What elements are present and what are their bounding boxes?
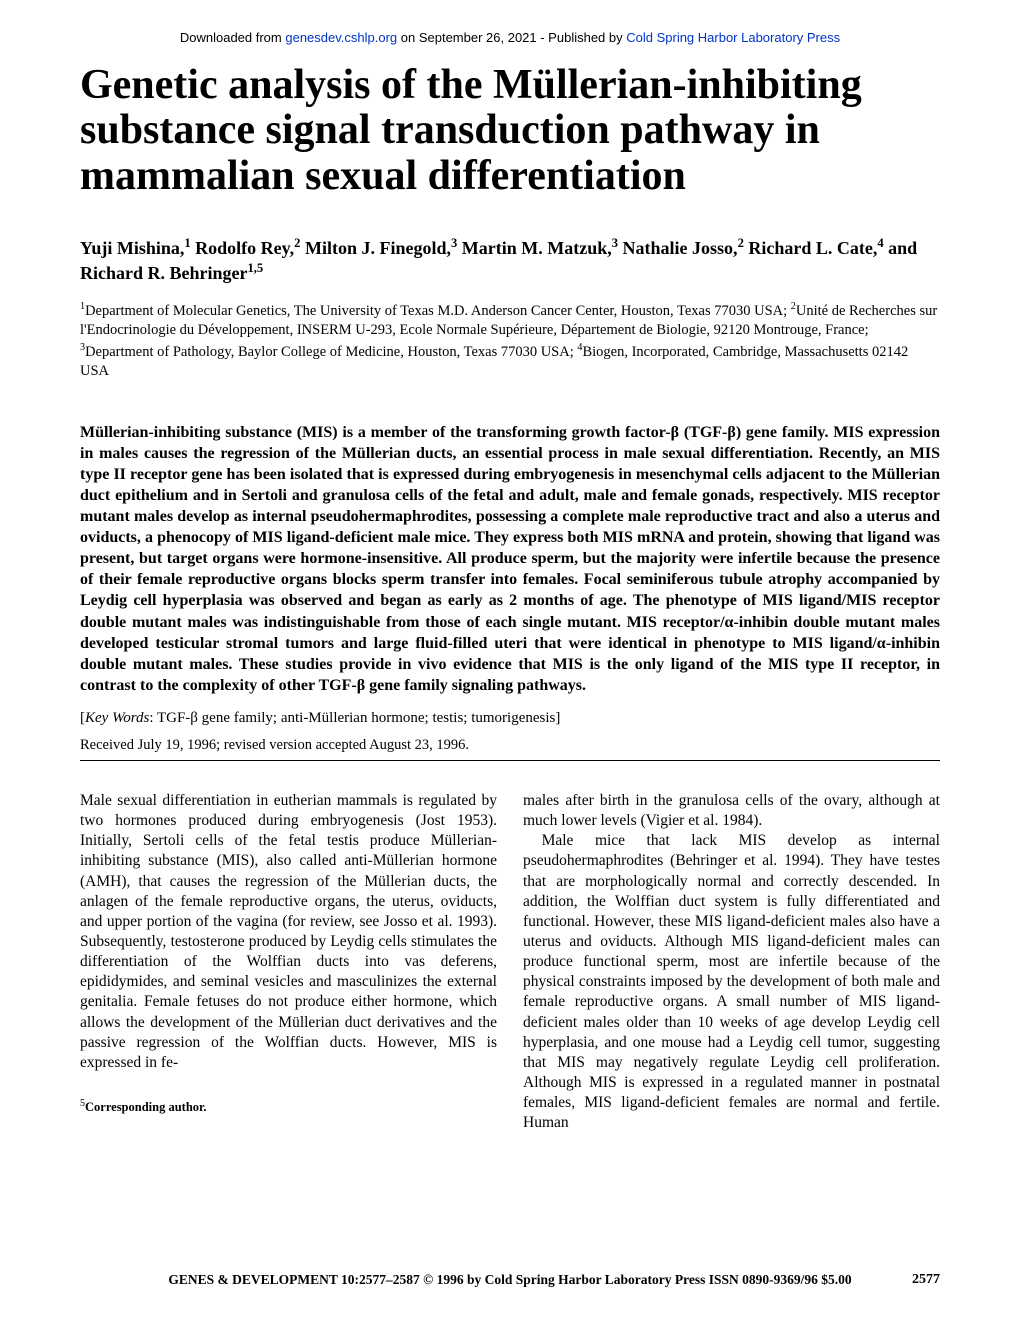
received-date: Received July 19, 1996; revised version … (80, 737, 940, 754)
authors: Yuji Mishina,1 Rodolfo Rey,2 Milton J. F… (80, 235, 940, 286)
body-paragraph: Male sexual differentiation in eutherian… (80, 791, 497, 1073)
article-title: Genetic analysis of the Müllerian-inhibi… (80, 63, 940, 199)
keywords-text: TGF-β gene family; anti-Müllerian hormon… (157, 710, 555, 726)
abstract: Müllerian-inhibiting substance (MIS) is … (80, 422, 940, 696)
corresponding-author: 5Corresponding author. (80, 1097, 497, 1115)
affiliations: 1Department of Molecular Genetics, The U… (80, 300, 940, 382)
column-right: males after birth in the granulosa cells… (523, 791, 940, 1133)
divider (80, 760, 940, 761)
body-paragraph: males after birth in the granulosa cells… (523, 791, 940, 831)
keywords: [Key Words: TGF-β gene family; anti-Müll… (80, 710, 940, 727)
download-banner: Downloaded from genesdev.cshlp.org on Se… (80, 30, 940, 45)
banner-mid: on September 26, 2021 - Published by (397, 30, 626, 45)
column-left: Male sexual differentiation in eutherian… (80, 791, 497, 1133)
footer-citation: GENES & DEVELOPMENT 10:2577–2587 © 1996 … (0, 1272, 1020, 1288)
banner-link-source[interactable]: genesdev.cshlp.org (285, 30, 397, 45)
banner-link-publisher[interactable]: Cold Spring Harbor Laboratory Press (626, 30, 840, 45)
keywords-label: Key Words (85, 710, 149, 726)
banner-prefix: Downloaded from (180, 30, 286, 45)
body-text: Male sexual differentiation in eutherian… (80, 791, 940, 1133)
body-paragraph: Male mice that lack MIS develop as inter… (523, 831, 940, 1133)
page-number: 2577 (912, 1272, 940, 1288)
